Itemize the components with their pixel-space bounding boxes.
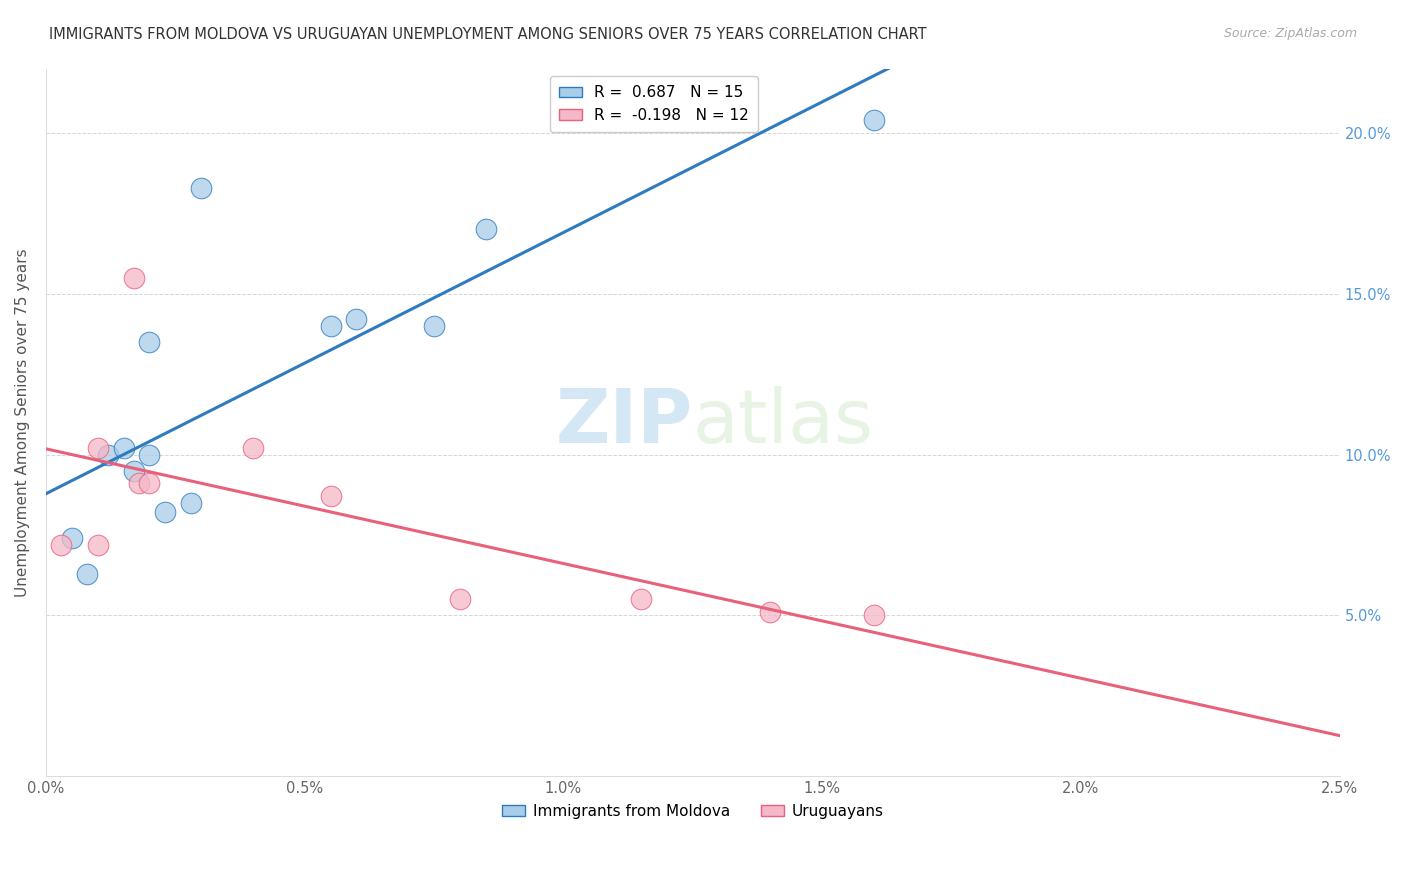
Point <box>242 441 264 455</box>
Point <box>190 180 212 194</box>
Point <box>51 538 73 552</box>
Point <box>319 489 342 503</box>
Point <box>122 270 145 285</box>
Point <box>863 608 886 623</box>
Point <box>112 441 135 455</box>
Y-axis label: Unemployment Among Seniors over 75 years: Unemployment Among Seniors over 75 years <box>15 248 30 597</box>
Point <box>863 113 886 128</box>
Point <box>138 334 160 349</box>
Point <box>76 566 98 581</box>
Point <box>759 605 782 619</box>
Text: Source: ZipAtlas.com: Source: ZipAtlas.com <box>1223 27 1357 40</box>
Point <box>138 476 160 491</box>
Point <box>60 531 83 545</box>
Point <box>449 592 471 607</box>
Point <box>86 441 108 455</box>
Point <box>97 448 120 462</box>
Text: ZIP: ZIP <box>555 386 693 458</box>
Text: IMMIGRANTS FROM MOLDOVA VS URUGUAYAN UNEMPLOYMENT AMONG SENIORS OVER 75 YEARS CO: IMMIGRANTS FROM MOLDOVA VS URUGUAYAN UNE… <box>49 27 927 42</box>
Point <box>86 538 108 552</box>
Point <box>346 312 368 326</box>
Legend: Immigrants from Moldova, Uruguayans: Immigrants from Moldova, Uruguayans <box>496 798 890 825</box>
Point <box>319 318 342 333</box>
Point <box>180 496 202 510</box>
Point <box>138 448 160 462</box>
Point <box>128 476 150 491</box>
Point <box>630 592 652 607</box>
Point <box>153 505 176 519</box>
Point <box>475 222 498 236</box>
Point <box>423 318 446 333</box>
Text: atlas: atlas <box>693 386 873 458</box>
Point <box>122 464 145 478</box>
